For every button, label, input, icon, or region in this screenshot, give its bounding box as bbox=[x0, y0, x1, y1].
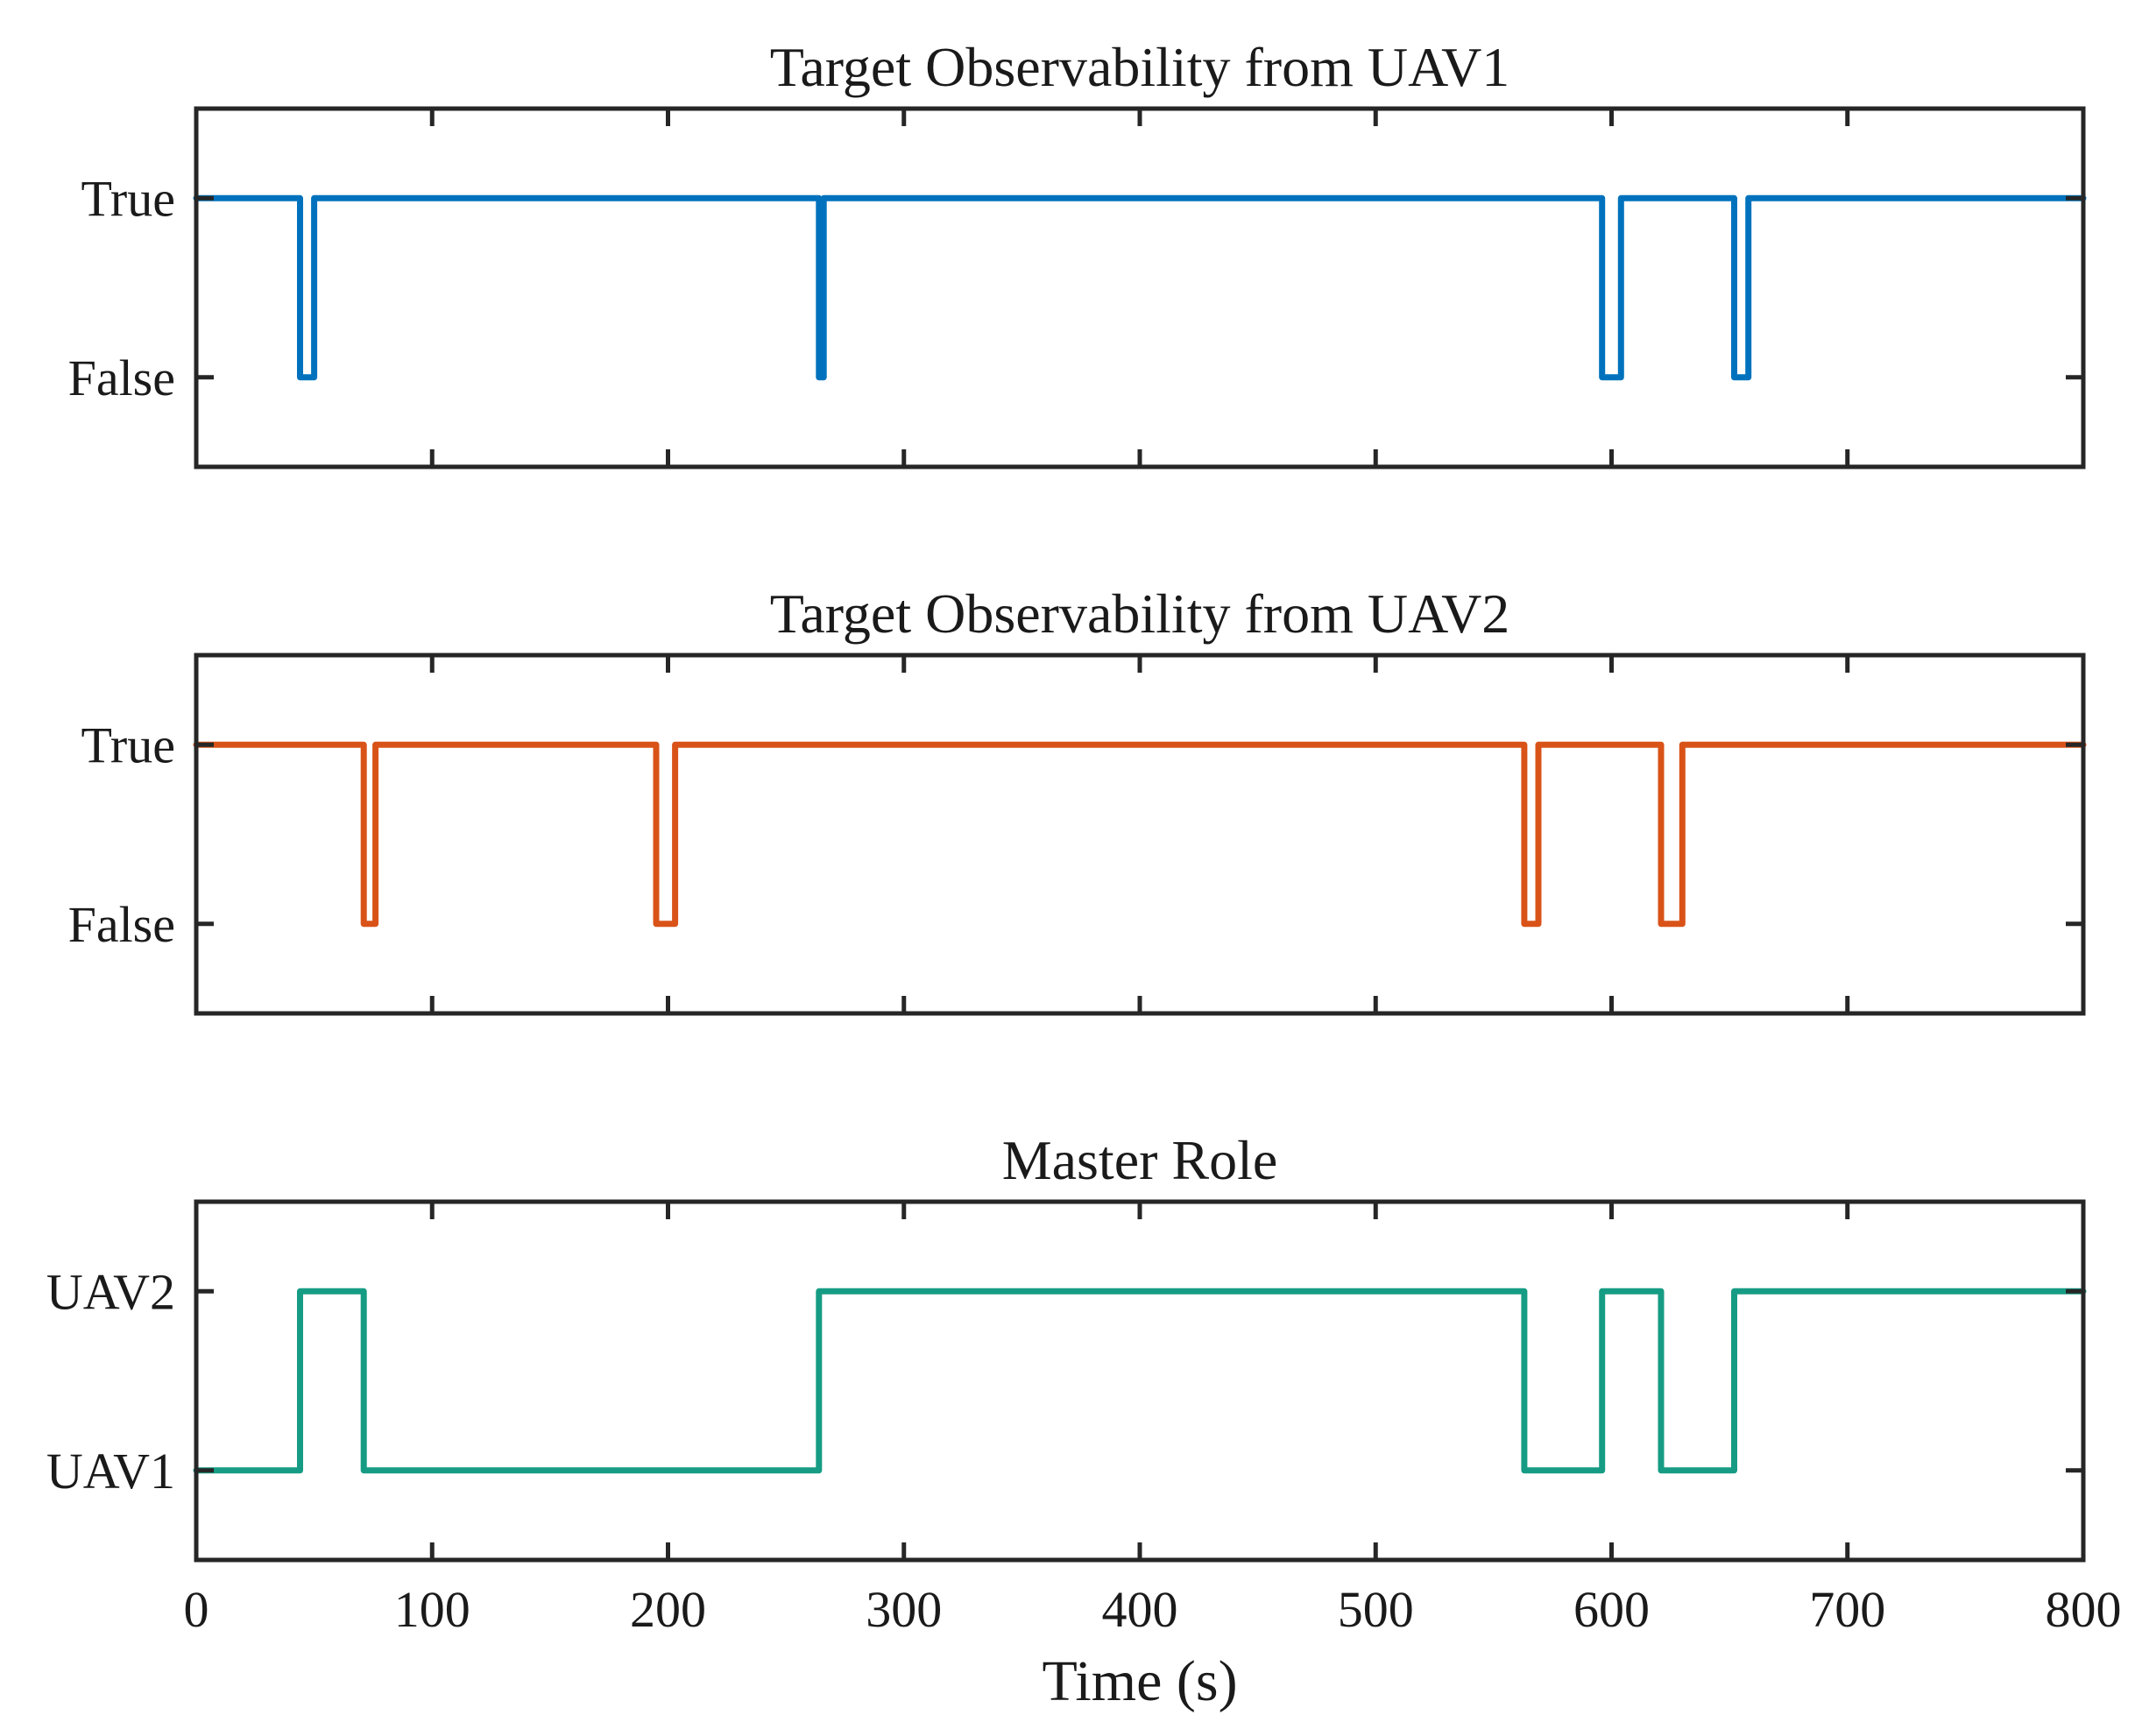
y-tick-label: False bbox=[68, 896, 175, 953]
subplot-1: Target Observability from UAV1 False True bbox=[68, 36, 2087, 469]
y-tick-label: True bbox=[81, 716, 175, 773]
subplot-3: Master Role UAV1 UAV2 bbox=[46, 1129, 2087, 1563]
x-tick-label: 0 bbox=[184, 1581, 209, 1638]
y-tick-label: True bbox=[81, 170, 175, 227]
axes-frame bbox=[194, 106, 2086, 469]
x-tick-label: 400 bbox=[1102, 1581, 1178, 1638]
x-axis-label: Time (s) bbox=[1042, 1649, 1237, 1713]
subplot-2: Target Observability from UAV2 False True bbox=[68, 582, 2087, 1016]
y-tick-label: UAV1 bbox=[46, 1443, 175, 1500]
subplot-title: Master Role bbox=[1002, 1129, 1278, 1191]
x-tick-label: 200 bbox=[630, 1581, 706, 1638]
subplot-title: Target Observability from UAV2 bbox=[770, 582, 1510, 645]
x-tick-label: 800 bbox=[2046, 1581, 2122, 1638]
axes-frame bbox=[194, 653, 2086, 1016]
axes-frame bbox=[194, 1199, 2086, 1563]
x-tick-label: 600 bbox=[1573, 1581, 1650, 1638]
series-line bbox=[193, 1288, 2087, 1474]
x-tick-label: 300 bbox=[866, 1581, 942, 1638]
x-tick-label: 100 bbox=[394, 1581, 470, 1638]
series-line bbox=[193, 194, 2087, 381]
x-tick-label: 700 bbox=[1809, 1581, 1885, 1638]
y-tick-label: False bbox=[68, 349, 175, 406]
shared-x-axis: 0 100 200 300 400 500 600 700 800 Time (s) bbox=[184, 1581, 2122, 1713]
subplot-title: Target Observability from UAV1 bbox=[770, 36, 1510, 98]
y-tick-label: UAV2 bbox=[46, 1263, 175, 1320]
series-line bbox=[193, 741, 2087, 928]
subplots: Target Observability from UAV1FalseTrueT… bbox=[46, 36, 2087, 1563]
x-tick-label: 500 bbox=[1338, 1581, 1414, 1638]
